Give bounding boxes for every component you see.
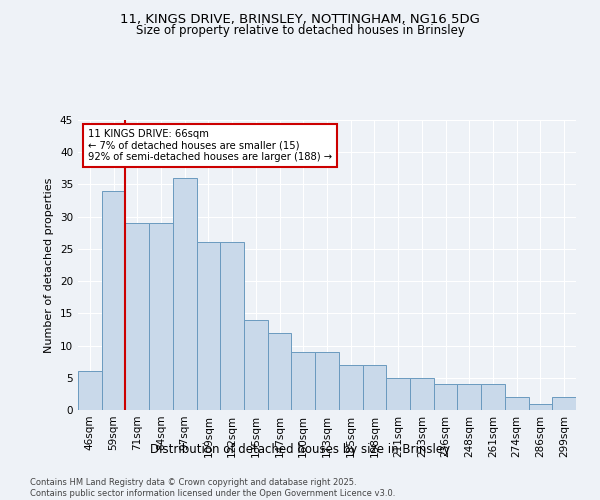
Bar	[386, 378, 410, 410]
Text: Distribution of detached houses by size in Brinsley: Distribution of detached houses by size …	[150, 442, 450, 456]
Bar	[78, 372, 102, 410]
Bar	[434, 384, 457, 410]
Text: 11, KINGS DRIVE, BRINSLEY, NOTTINGHAM, NG16 5DG: 11, KINGS DRIVE, BRINSLEY, NOTTINGHAM, N…	[120, 12, 480, 26]
Bar	[244, 320, 268, 410]
Bar	[292, 352, 315, 410]
Bar	[481, 384, 505, 410]
Text: Size of property relative to detached houses in Brinsley: Size of property relative to detached ho…	[136, 24, 464, 37]
Bar	[125, 223, 149, 410]
Bar	[197, 242, 220, 410]
Bar	[529, 404, 552, 410]
Y-axis label: Number of detached properties: Number of detached properties	[44, 178, 55, 352]
Bar	[268, 332, 292, 410]
Bar	[552, 397, 576, 410]
Bar	[149, 223, 173, 410]
Bar	[505, 397, 529, 410]
Bar	[410, 378, 434, 410]
Text: 11 KINGS DRIVE: 66sqm
← 7% of detached houses are smaller (15)
92% of semi-detac: 11 KINGS DRIVE: 66sqm ← 7% of detached h…	[88, 128, 332, 162]
Bar	[339, 365, 362, 410]
Bar	[362, 365, 386, 410]
Bar	[220, 242, 244, 410]
Text: Contains HM Land Registry data © Crown copyright and database right 2025.
Contai: Contains HM Land Registry data © Crown c…	[30, 478, 395, 498]
Bar	[102, 191, 125, 410]
Bar	[457, 384, 481, 410]
Bar	[173, 178, 197, 410]
Bar	[315, 352, 339, 410]
